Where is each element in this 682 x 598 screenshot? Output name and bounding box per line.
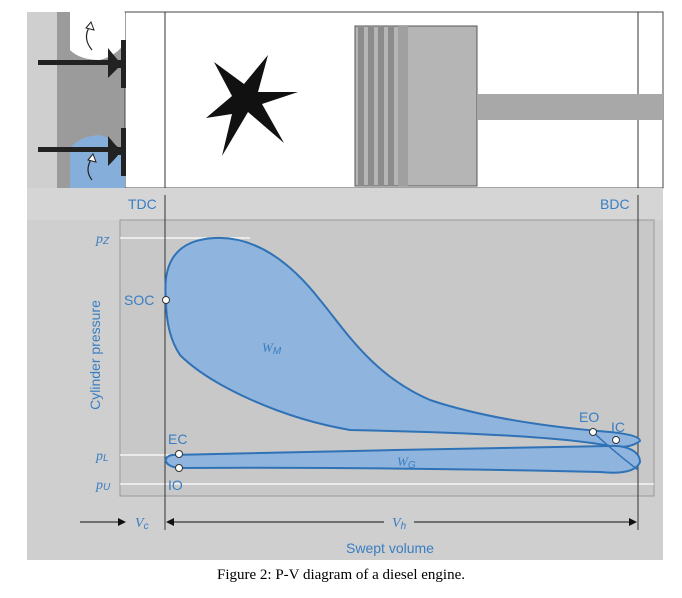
ec-marker xyxy=(175,450,183,458)
exhaust-port xyxy=(70,12,125,60)
eo-marker xyxy=(589,428,597,436)
piston xyxy=(354,25,478,187)
engine-cross-section xyxy=(38,11,664,189)
ec-label: EC xyxy=(168,431,187,447)
vc-dimension xyxy=(80,518,126,526)
y-axis-label: Cylinder pressure xyxy=(87,300,103,410)
x-axis-label: Swept volume xyxy=(346,540,434,556)
bdc-label: BDC xyxy=(600,196,630,212)
intake-valve xyxy=(38,128,126,176)
ic-label: IC xyxy=(611,419,625,435)
tdc-label: TDC xyxy=(128,196,157,212)
io-marker xyxy=(175,464,183,472)
gas-exchange-loop-wg xyxy=(164,444,642,474)
pl-label: pL xyxy=(95,449,109,464)
wm-label: WM xyxy=(262,340,282,357)
wg-label: WG xyxy=(397,454,416,471)
combustion-star-icon xyxy=(206,55,298,156)
power-loop-wm xyxy=(164,236,642,448)
vh-dimension xyxy=(166,518,637,526)
vh-label: Vh xyxy=(392,516,407,532)
vc-label: Vc xyxy=(135,516,149,532)
ic-marker xyxy=(612,436,620,444)
pz-label: pZ xyxy=(95,232,110,247)
figure-caption: Figure 2: P-V diagram of a diesel engine… xyxy=(217,567,465,583)
connecting-rod xyxy=(477,94,663,120)
exhaust-valve xyxy=(38,40,126,88)
eo-label: EO xyxy=(579,409,599,425)
io-label: IO xyxy=(168,477,183,493)
soc-marker xyxy=(162,296,170,304)
pu-label: pU xyxy=(95,478,111,493)
soc-label: SOC xyxy=(124,292,154,308)
